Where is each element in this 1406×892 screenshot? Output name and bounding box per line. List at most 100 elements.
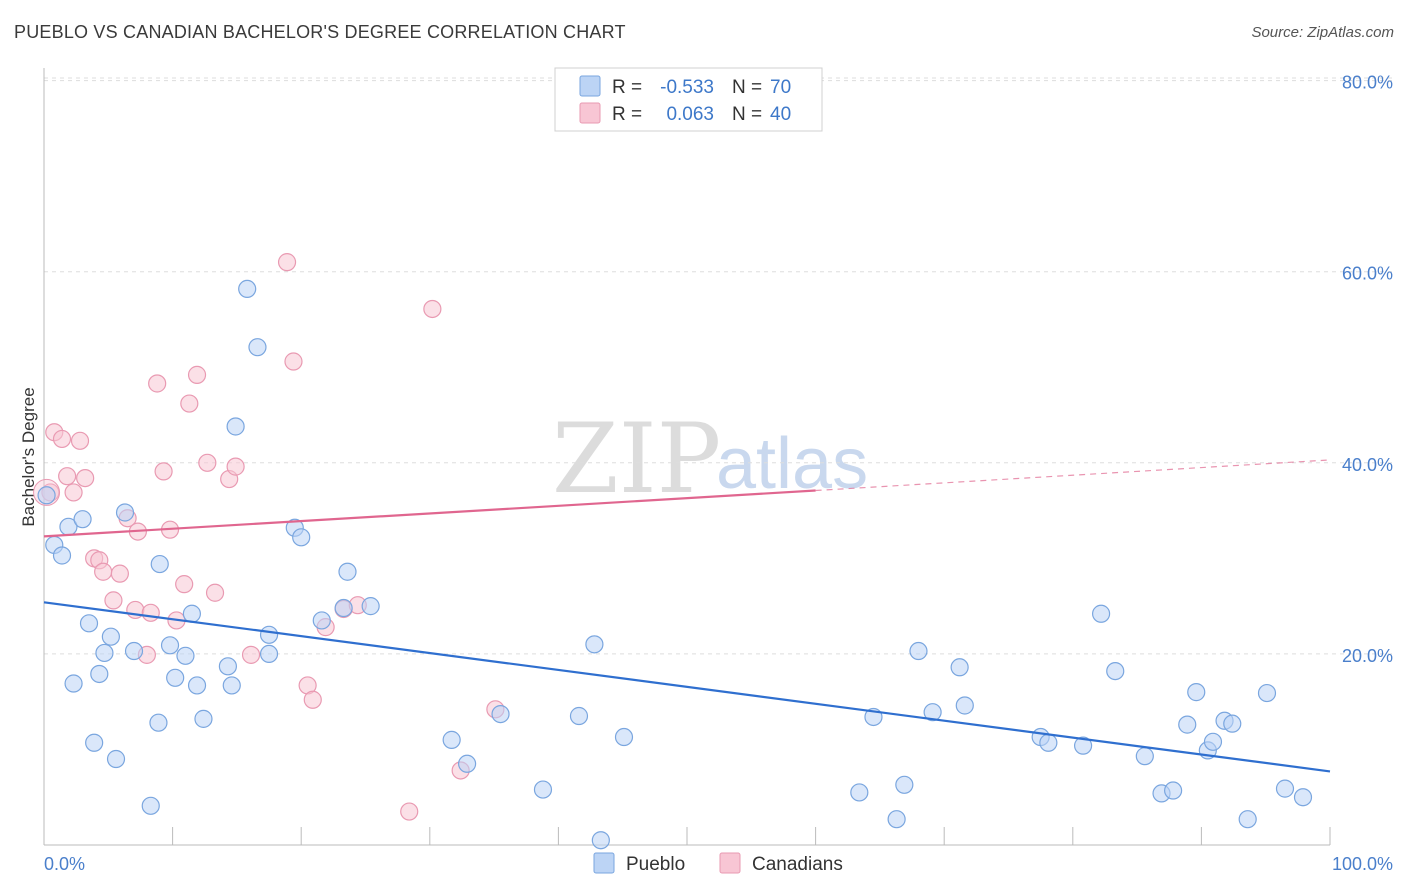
pueblo-point: [1178, 715, 1197, 734]
canadians-point: [175, 575, 194, 594]
pueblo-point: [1293, 788, 1313, 807]
pueblo-point: [64, 674, 83, 693]
pueblo-point: [90, 664, 109, 684]
pueblo-point: [442, 730, 461, 749]
pueblo-point: [334, 598, 353, 618]
pueblo-point: [292, 528, 311, 547]
pueblo-point: [1238, 810, 1257, 829]
pueblo-point: [182, 604, 201, 623]
canadians-point: [154, 462, 173, 481]
pueblo-point: [312, 611, 331, 630]
pueblo-point: [218, 657, 237, 676]
pueblo-point: [887, 810, 906, 829]
canadians-point: [423, 299, 442, 319]
pueblo-point: [187, 676, 207, 695]
canadians-point: [400, 802, 419, 821]
pueblo-point: [222, 676, 241, 695]
pueblo-point: [491, 704, 510, 724]
pueblo-point: [1187, 683, 1206, 702]
pueblo-point: [141, 796, 160, 815]
pueblo-point: [160, 636, 180, 655]
x-ticks: [172, 827, 1331, 845]
pueblo-point: [85, 733, 104, 752]
pueblo-point: [1257, 683, 1277, 703]
series-legend-swatch-pueblo: [593, 852, 615, 874]
pueblo-point: [585, 635, 604, 654]
canadians-point: [241, 645, 261, 664]
legend-n-label-pueblo: N =: [732, 77, 762, 98]
pueblo-trendline: [43, 601, 1331, 773]
pueblo-point: [614, 727, 634, 747]
pueblo-point: [1039, 733, 1058, 752]
legend-n-value-canadians: 40: [770, 104, 791, 125]
canadians-point: [205, 583, 225, 602]
pueblo-point: [1223, 714, 1242, 733]
pueblo-point: [166, 668, 185, 687]
canadians-point: [226, 457, 245, 476]
pueblo-point: [259, 625, 279, 644]
pueblo-point: [37, 486, 56, 505]
pueblo-point: [226, 417, 245, 436]
pueblo-point: [106, 749, 126, 769]
pueblo-point: [124, 641, 144, 661]
pueblo-point: [1203, 732, 1223, 751]
pueblo-point: [569, 706, 589, 726]
pueblo-point: [1073, 736, 1093, 755]
watermark-atlas: atlas: [716, 424, 868, 504]
pueblo-point: [73, 510, 92, 529]
chart-title: PUEBLO VS CANADIAN BACHELOR'S DEGREE COR…: [14, 22, 626, 42]
canadians-point: [110, 564, 129, 583]
pueblo-point: [1275, 779, 1295, 798]
canadians-trendline-extension: [815, 459, 1331, 492]
correlation-legend: R = -0.533 N = 70 R = 0.063 N = 40: [554, 67, 823, 132]
pueblo-point: [52, 546, 72, 565]
pueblo-point: [238, 279, 257, 298]
canadians-point: [187, 365, 207, 384]
pueblo-point: [895, 775, 914, 794]
pueblo-point: [591, 831, 610, 850]
legend-r-value-pueblo: -0.533: [660, 77, 714, 98]
pueblo-point: [338, 562, 357, 581]
canadians-point: [148, 374, 167, 393]
legend-n-label-canadians: N =: [732, 104, 762, 125]
canadians-point: [58, 467, 77, 486]
pueblo-point: [1091, 604, 1111, 623]
y-tick-label: 80.0%: [1342, 73, 1393, 93]
pueblo-point: [101, 627, 120, 646]
pueblo-points: [37, 279, 1313, 850]
pueblo-point: [923, 703, 942, 722]
pueblo-point: [955, 696, 974, 715]
source-credit: Source: ZipAtlas.com: [1251, 24, 1394, 41]
pueblo-point: [79, 614, 99, 633]
legend-r-value-canadians: 0.063: [666, 104, 714, 125]
x-tick-label-max: 100.0%: [1332, 854, 1393, 874]
series-legend: Pueblo Canadians: [593, 852, 843, 875]
canadians-trendline: [43, 489, 816, 538]
canadians-point: [198, 453, 217, 472]
y-axis-label: Bachelor's Degree: [19, 387, 38, 526]
y-tick-label: 20.0%: [1342, 646, 1393, 666]
pueblo-point: [248, 338, 267, 357]
pueblo-point: [259, 644, 279, 664]
x-tick-label-min: 0.0%: [44, 854, 85, 874]
legend-r-label-pueblo: R =: [612, 77, 642, 98]
pueblo-point: [194, 709, 213, 728]
canadians-point: [64, 483, 83, 502]
legend-r-label-canadians: R =: [612, 104, 642, 125]
pueblo-point: [1106, 661, 1125, 681]
pueblo-point: [533, 780, 553, 799]
pueblo-point: [176, 646, 195, 665]
canadians-points: [33, 253, 505, 821]
pueblo-point: [149, 713, 168, 732]
legend-swatch-canadians: [579, 102, 601, 124]
canadians-point: [76, 468, 95, 488]
pueblo-point: [1135, 747, 1154, 766]
canadians-point: [180, 394, 199, 413]
series-legend-label-canadians: Canadians: [752, 854, 843, 875]
canadians-point: [52, 429, 72, 449]
pueblo-point: [909, 641, 928, 661]
pueblo-point: [1164, 781, 1183, 800]
canadians-point: [94, 562, 113, 581]
pueblo-point: [457, 754, 477, 773]
